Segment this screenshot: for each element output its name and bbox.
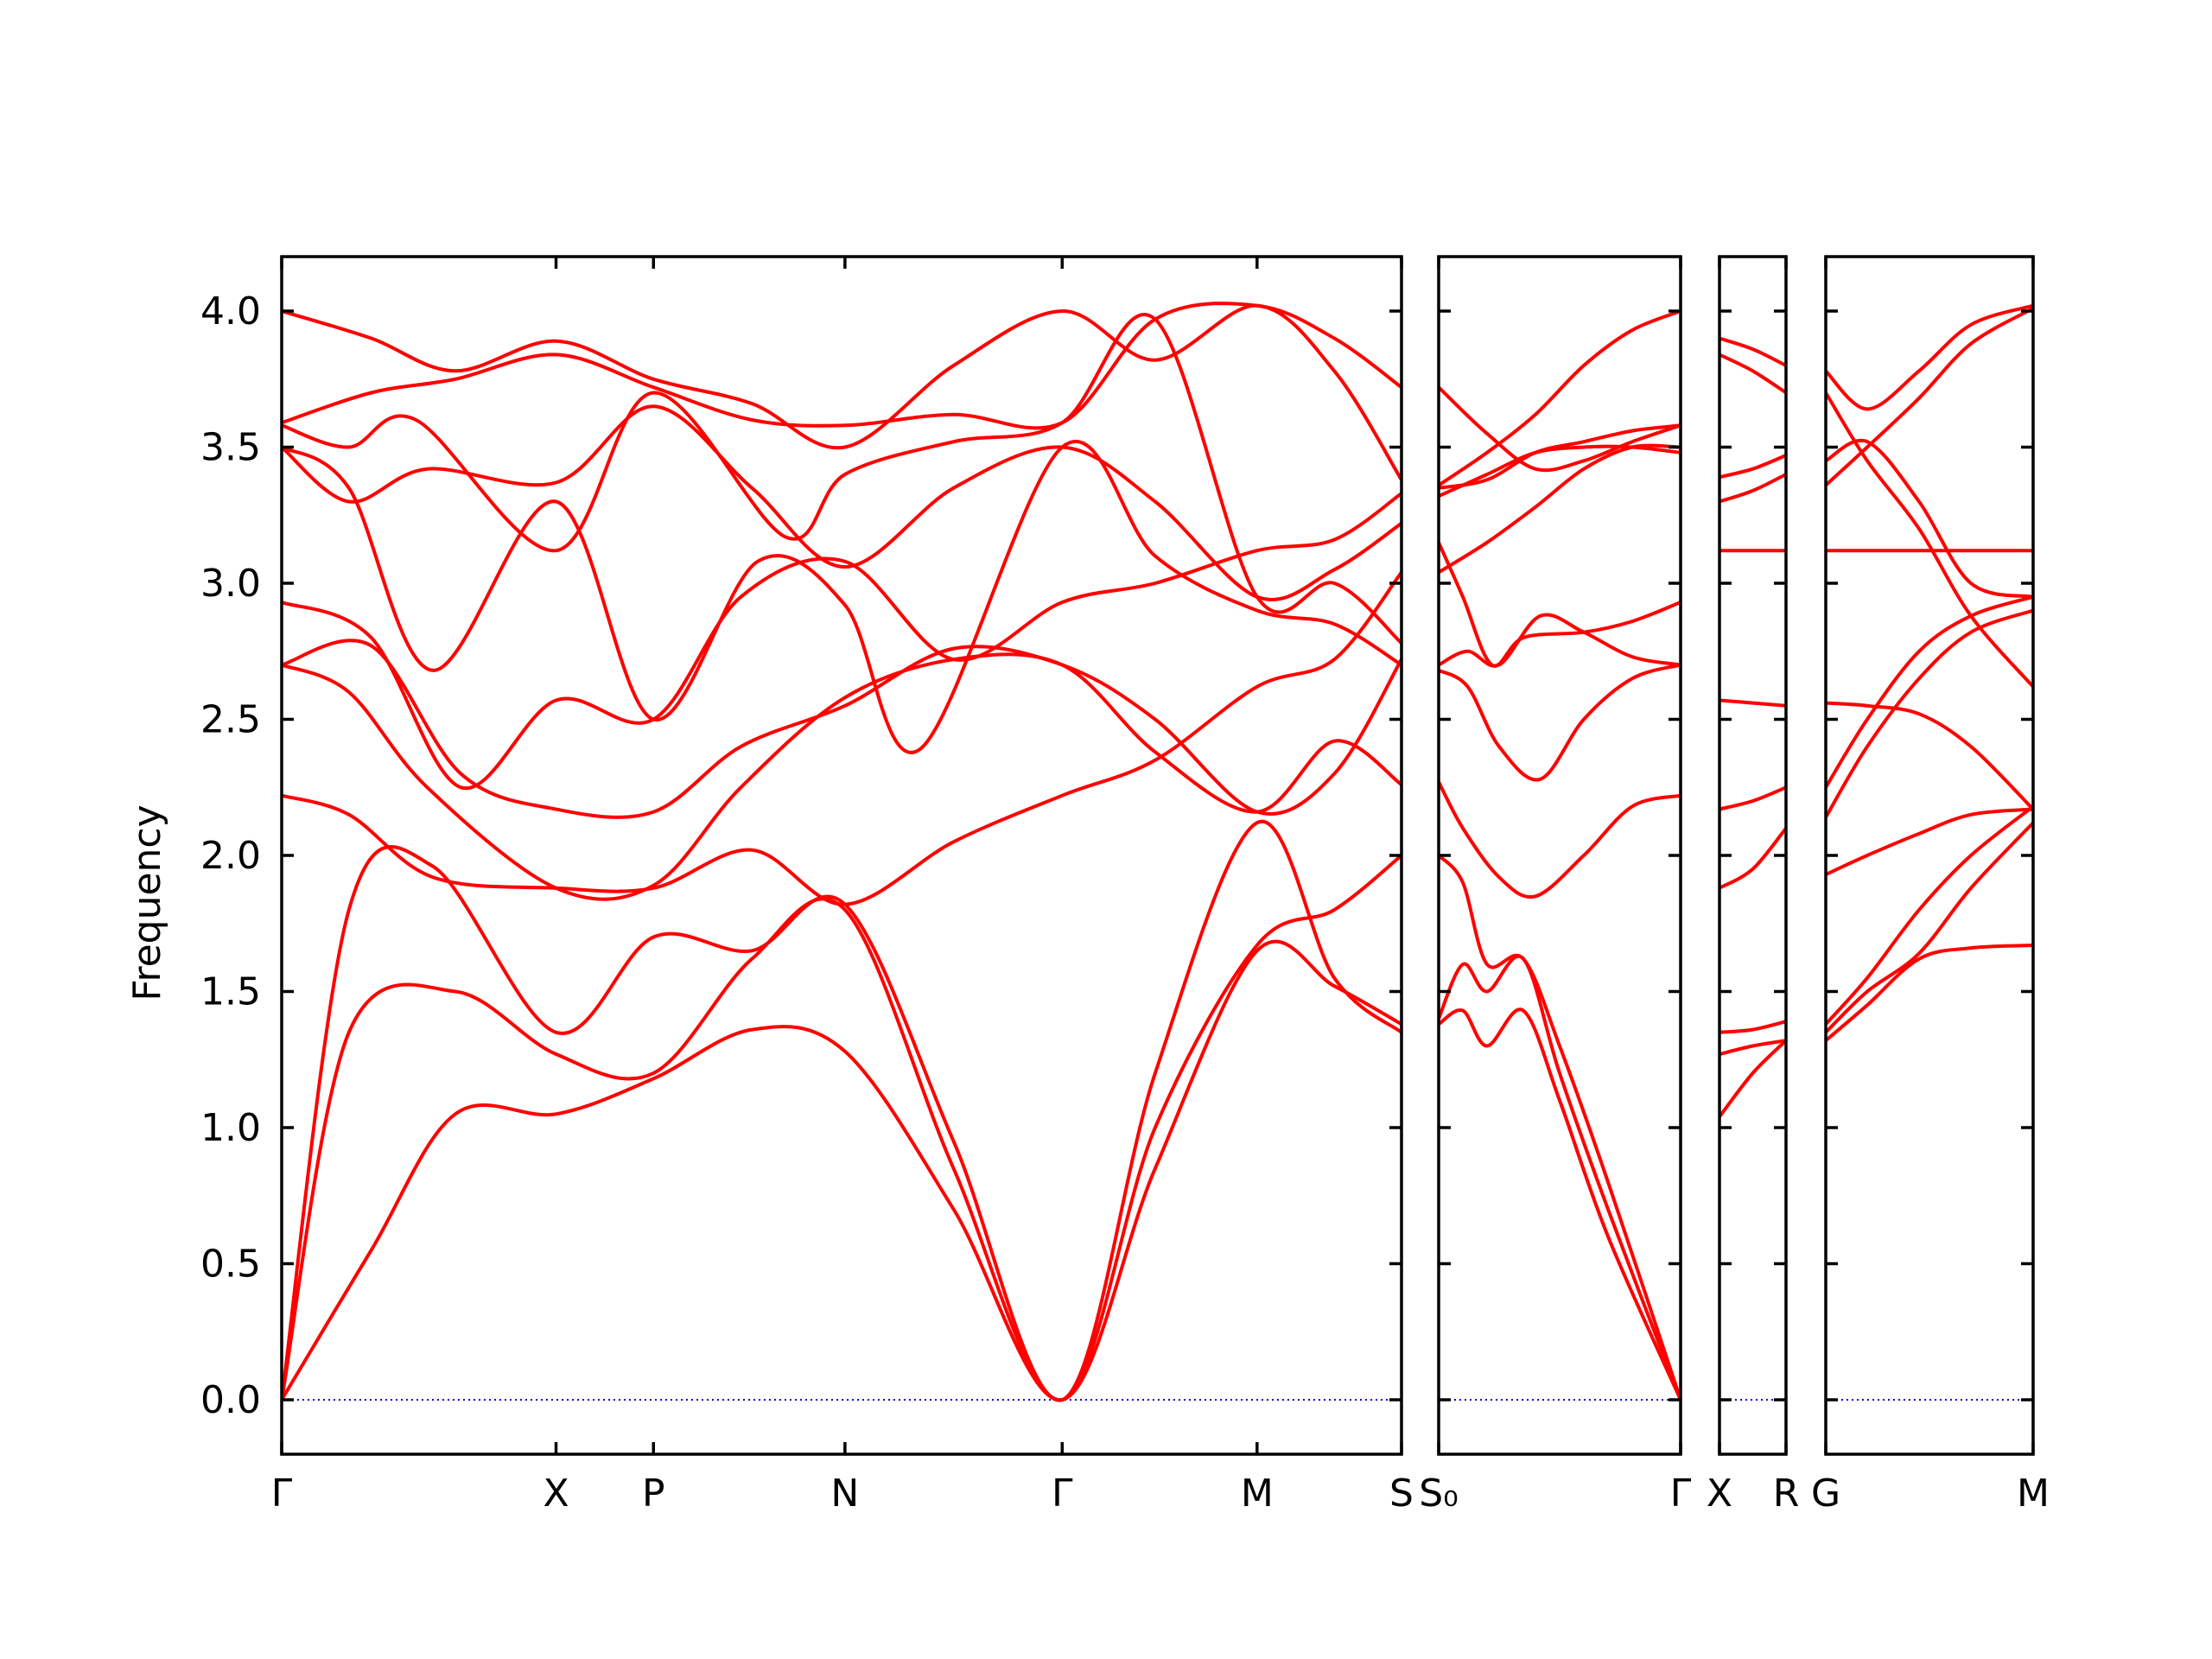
phonon-band-1: [282, 939, 1402, 1402]
phonon-band-8: [282, 439, 1402, 754]
phonon-band-8: [1719, 473, 1786, 504]
y-tick-label: 1.5: [200, 970, 261, 1014]
phonon-band-12: [1826, 303, 2033, 411]
phonon-band-6: [1439, 613, 1681, 668]
y-tick-label: 4.0: [200, 289, 261, 334]
phonon-band-3: [1826, 804, 2033, 1027]
x-tick-label: Γ: [1670, 1471, 1692, 1516]
phonon-band-4: [1439, 779, 1681, 899]
band-group: [1719, 336, 1786, 1119]
phonon-band-11: [1826, 391, 2033, 689]
y-tick-label: 1.0: [200, 1106, 261, 1150]
phonon-band-1: [1719, 1039, 1786, 1119]
phonon-band-10: [1439, 423, 1681, 490]
phonon-band-6: [1719, 698, 1786, 708]
x-tick-label: Γ: [271, 1471, 293, 1516]
phonon-band-10: [1826, 438, 2033, 599]
phonon-band-5: [1439, 663, 1681, 782]
panel-2: S₀ Γ: [1419, 255, 1692, 1516]
x-tick-label: N: [830, 1471, 859, 1516]
phonon-band-1: [1826, 944, 2033, 1043]
x-tick-label: G: [1811, 1471, 1840, 1516]
phonon-band-3: [1439, 854, 1681, 1402]
x-tick-label: Γ: [1052, 1471, 1073, 1516]
phonon-band-5: [1719, 785, 1786, 811]
phonon-band-9: [282, 404, 1402, 601]
phonon-band-1: [1439, 1007, 1681, 1402]
band-group: [282, 302, 1402, 1402]
phonon-band-6: [1826, 594, 2033, 790]
y-tick-label: 0.5: [200, 1243, 261, 1287]
phonon-band-11: [1439, 309, 1681, 487]
phonon-band-9: [1439, 444, 1681, 499]
phonon-band-4: [282, 570, 1402, 906]
phonon-band-12: [1439, 385, 1681, 473]
x-tick-label: X: [543, 1471, 569, 1516]
band-group: [1826, 303, 2033, 1043]
y-axis: 0.0 0.5 1.0 1.5 2.0 2.5 3.0 3.5 4.0: [200, 289, 261, 1422]
y-tick-label: 0.0: [200, 1378, 261, 1422]
x-tick-label: P: [642, 1471, 665, 1516]
y-axis-title: Frequency: [125, 804, 169, 1001]
phonon-band-2: [1719, 1039, 1786, 1056]
phonon-band-7: [1826, 701, 2033, 811]
phonon-band-10: [1719, 353, 1786, 395]
phonon-band-10: [282, 313, 1402, 645]
phonon-band-11: [1719, 336, 1786, 367]
phonon-band-11: [282, 302, 1402, 430]
phonon-band-2: [1439, 954, 1681, 1402]
phonon-band-4: [1826, 807, 2033, 877]
x-tick-label: R: [1773, 1471, 1800, 1516]
y-tick-label: 2.5: [200, 698, 261, 742]
phonon-band-2: [282, 854, 1402, 1402]
y-tick-label: 3.0: [200, 562, 261, 606]
phonon-band-3: [1719, 1020, 1786, 1034]
x-tick-label: S: [1389, 1471, 1414, 1516]
phonon-band-4: [1719, 826, 1786, 890]
panels-layer: Γ X P N Γ M S S₀ Γ X R G M: [271, 255, 2050, 1516]
x-tick-label: S₀: [1419, 1471, 1459, 1516]
x-tick-label: X: [1707, 1471, 1732, 1516]
phonon-band-12: [282, 303, 1402, 482]
phonon-band-7: [1439, 540, 1681, 668]
phonon-band-9: [1826, 306, 2033, 487]
x-tick-label: M: [2017, 1471, 2050, 1516]
phonon-band-6: [282, 639, 1402, 819]
phonon-band-5: [1826, 608, 2033, 819]
x-tick-label: M: [1241, 1471, 1274, 1516]
phonon-band-7: [282, 492, 1402, 791]
y-tick-label: 2.0: [200, 834, 261, 878]
phonon-band-2: [1826, 821, 2033, 1034]
y-tick-label: 3.5: [200, 426, 261, 470]
phonon-band-3: [282, 819, 1402, 1402]
band-group: [1439, 309, 1681, 1402]
phonon-band-9: [1719, 454, 1786, 480]
